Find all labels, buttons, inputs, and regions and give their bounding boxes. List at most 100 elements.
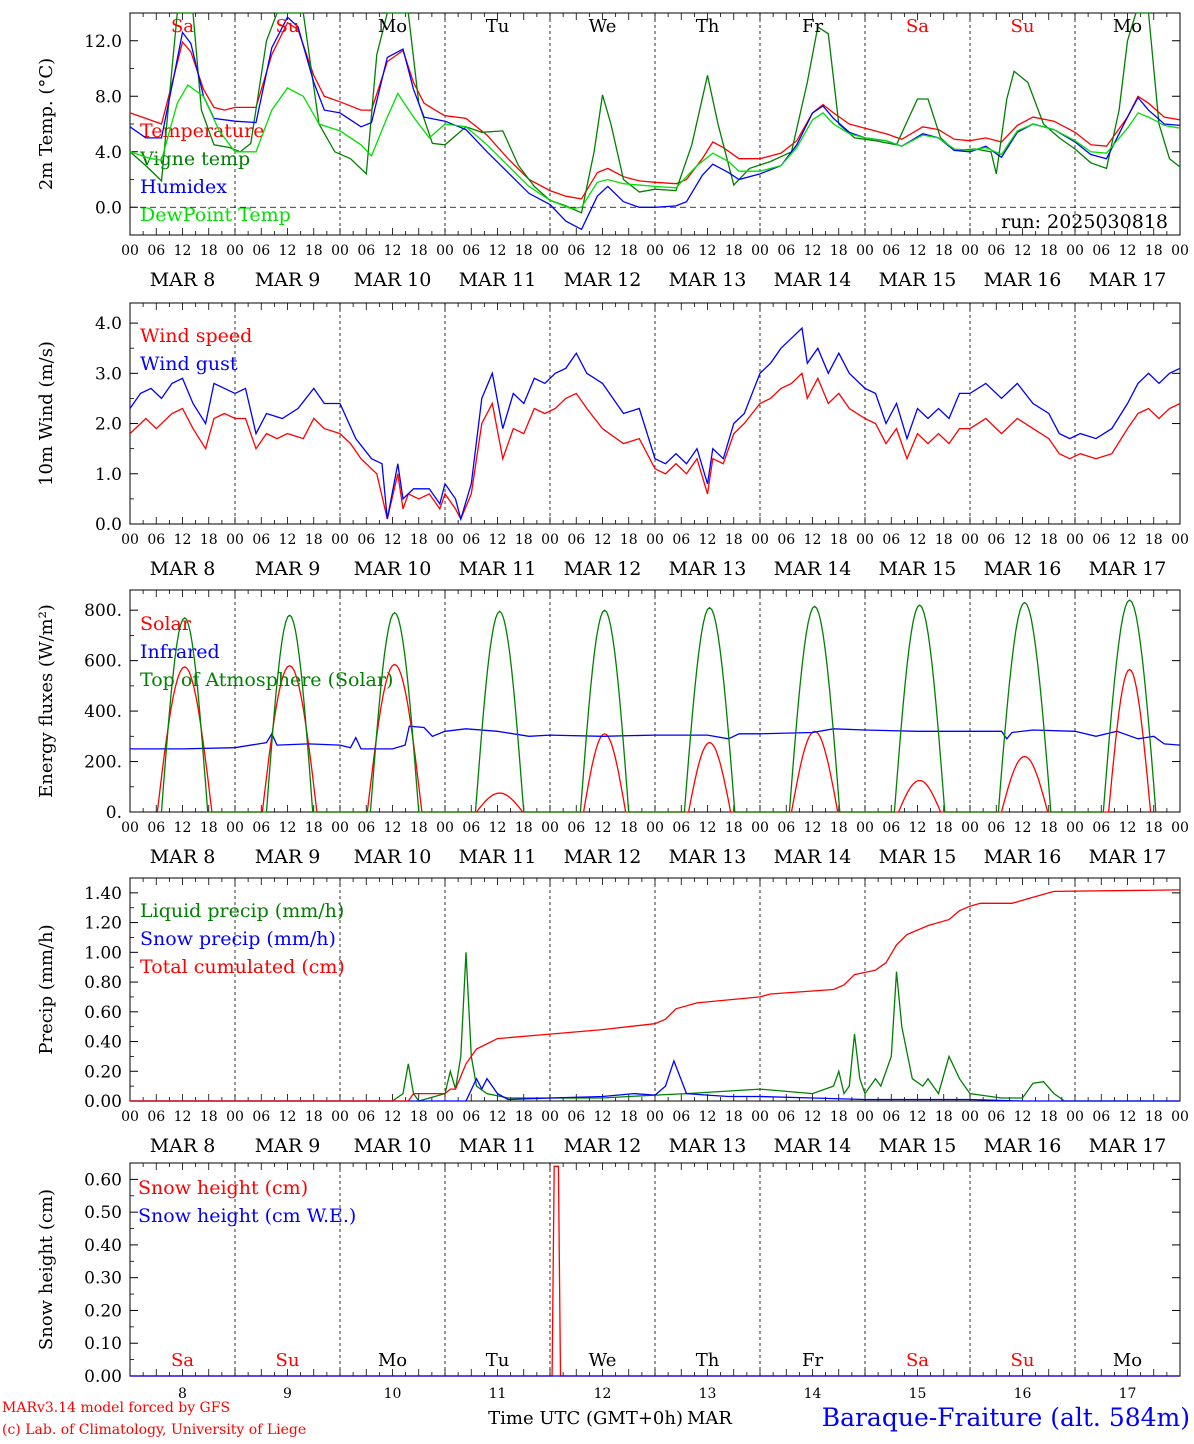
panel-1-series-3-line: [129, 84, 1181, 210]
panel-4-hour-label: 00: [646, 1109, 664, 1125]
panel-2-hour-label: 12: [174, 532, 192, 548]
panel-3-hour-label: 12: [174, 820, 192, 836]
panel-4-date-label: MAR 12: [564, 1135, 642, 1157]
panel-5-day-number: 12: [594, 1386, 612, 1402]
panel-2-hour-label: 12: [804, 532, 822, 548]
panel-3-date-label: MAR 15: [879, 846, 957, 868]
panel-1-hour-label: 18: [410, 243, 428, 259]
panel-3-hour-label: 00: [436, 820, 454, 836]
panel-2-hour-label: 06: [987, 532, 1005, 548]
panel-2-hour-label: 06: [777, 532, 795, 548]
panel-4-hour-label: 18: [620, 1109, 638, 1125]
panel-2-hour-label: 00: [331, 532, 349, 548]
panel-1-ytick-label: 0.0: [95, 198, 122, 218]
panel-5-weekday-label: Th: [696, 1350, 720, 1371]
panel-1-hour-label: 06: [357, 243, 375, 259]
panel-4-hour-label: 06: [252, 1109, 270, 1125]
credit-line-1: MARv3.14 model forced by GFS: [2, 1400, 230, 1416]
panel-4-hour-label: 18: [830, 1109, 848, 1125]
panel-1-weekday-label: Tu: [486, 16, 510, 37]
panel-3-hour-label: 18: [200, 820, 218, 836]
panel-4-date-label: MAR 13: [669, 1135, 747, 1157]
panel-3-hour-label: 12: [1119, 820, 1137, 836]
panel-4-ytick-label: 0.80: [84, 973, 122, 993]
panel-5-ytick-label: 0.10: [84, 1334, 122, 1354]
panel-4-hour-label: 00: [751, 1109, 769, 1125]
panel-3-hour-label: 12: [1014, 820, 1032, 836]
panel-1-hour-label: 00: [856, 243, 874, 259]
panel-4-ytick-label: 0.00: [84, 1092, 122, 1112]
panel-2-date-label: MAR 9: [255, 558, 321, 580]
panel-3-hour-label: 06: [777, 820, 795, 836]
panel-3-hour-label: 18: [1040, 820, 1058, 836]
panel-1-weekday-label: Sa: [171, 16, 194, 37]
panel-4-hour-label: 18: [1145, 1109, 1163, 1125]
panel-2-date-label: MAR 11: [459, 558, 537, 580]
panel-2-hour-label: 18: [725, 532, 743, 548]
panel-5-day-number: 16: [1014, 1386, 1032, 1402]
panel-1-hour-label: 06: [882, 243, 900, 259]
panel-1-hour-label: 00: [226, 243, 244, 259]
panel-4-hour-label: 18: [935, 1109, 953, 1125]
panel-1-weekday-label: Fr: [802, 16, 823, 37]
panel-4-hour-label: 06: [567, 1109, 585, 1125]
panel-4-hour-label: 12: [174, 1109, 192, 1125]
panel-1-hour-label: 12: [594, 243, 612, 259]
panel-4-date-label: MAR 16: [984, 1135, 1062, 1157]
panel-3-ytick-label: 200.: [84, 753, 122, 773]
panel-3-hour-label: 12: [489, 820, 507, 836]
station-name: Baraque-Fraiture (alt. 584m): [822, 1403, 1190, 1432]
panel-1-legend-3: DewPoint Temp: [140, 204, 291, 226]
panel-4-hour-label: 12: [1119, 1109, 1137, 1125]
panel-2-hour-label: 12: [489, 532, 507, 548]
panel-5-ytick-label: 0.30: [84, 1269, 122, 1289]
panel-4-hour-label: 18: [515, 1109, 533, 1125]
panel-2-date-label: MAR 16: [984, 558, 1062, 580]
panel-1-series-2-line: [129, 16, 1181, 231]
panel-1-hour-label: 18: [620, 243, 638, 259]
credit-line-2: (c) Lab. of Climatology, University of L…: [2, 1422, 306, 1438]
panel-4-date-label: MAR 8: [150, 1135, 216, 1157]
panel-3-hour-label: 12: [279, 820, 297, 836]
panel-3-hour-label: 00: [751, 820, 769, 836]
panel-1-hour-label: 12: [489, 243, 507, 259]
panel-4-hour-label: 18: [200, 1109, 218, 1125]
panel-3-ytick-label: 0.: [106, 803, 122, 823]
panel-5-day-number: 8: [178, 1386, 187, 1402]
panel-4-hour-label: 12: [699, 1109, 717, 1125]
panel-2-hour-label: 12: [699, 532, 717, 548]
panel-3-date-label: MAR 16: [984, 846, 1062, 868]
panel-2-ytick-label: 4.0: [95, 314, 122, 334]
panel-2-hour-label: 06: [357, 532, 375, 548]
panel-1-legend-1: Vigne temp: [139, 148, 250, 170]
panel-3-series-2-line: [160, 599, 1157, 813]
panel-1-date-label: MAR 10: [354, 269, 432, 291]
panel-1-hour-label: 18: [725, 243, 743, 259]
panel-1-date-label: MAR 14: [774, 269, 852, 291]
panel-4-ytick-label: 1.20: [84, 914, 122, 934]
panel-3-hour-label: 06: [987, 820, 1005, 836]
panel-5-weekday-label: Sa: [906, 1350, 929, 1371]
panel-4-hour-label: 06: [357, 1109, 375, 1125]
panel-1-hour-label: 18: [515, 243, 533, 259]
panel-1-date-label: MAR 15: [879, 269, 957, 291]
panel-2-hour-label: 18: [935, 532, 953, 548]
panel-4-hour-label: 12: [594, 1109, 612, 1125]
panel-1-hour-label: 12: [384, 243, 402, 259]
panel-5-ytick-label: 0.00: [84, 1367, 122, 1387]
panel-1-hour-label: 00: [121, 243, 139, 259]
month-label: MAR: [687, 1408, 732, 1429]
panel-3-ylabel: Energy fluxes (W/m²): [36, 604, 57, 798]
panel-3-hour-label: 06: [252, 820, 270, 836]
panel-3-hour-label: 00: [1171, 820, 1189, 836]
panel-3-hour-label: 06: [357, 820, 375, 836]
panel-4-hour-label: 12: [489, 1109, 507, 1125]
panel-5-weekday-label: Su: [276, 1350, 300, 1371]
panel-4-series-2-line: [130, 889, 1181, 1102]
panel-1-weekday-label: Su: [1011, 16, 1035, 37]
panel-1-date-label: MAR 17: [1089, 269, 1167, 291]
panel-3-hour-label: 00: [856, 820, 874, 836]
panel-1-ytick-label: 12.0: [84, 32, 122, 52]
